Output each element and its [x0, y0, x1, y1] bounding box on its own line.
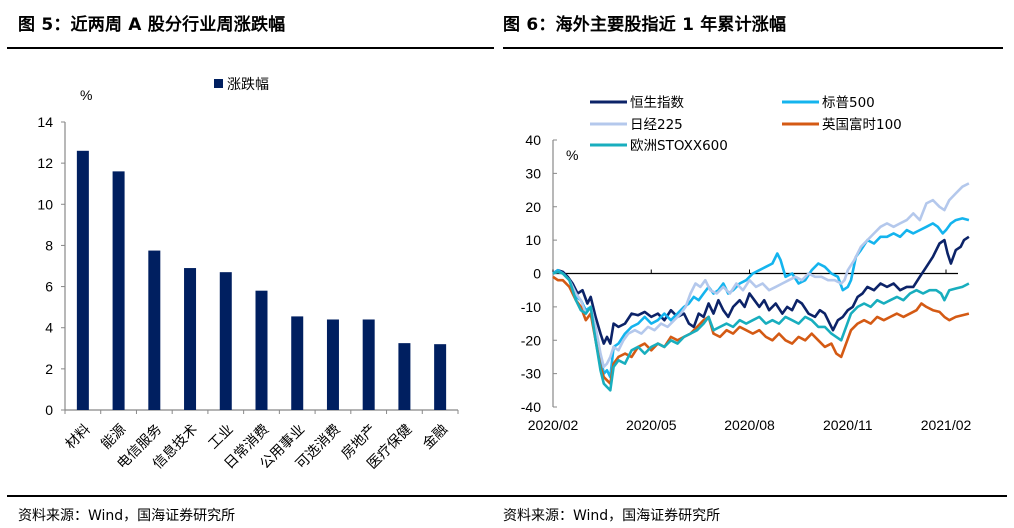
- legend-swatch: [214, 79, 223, 88]
- legend-label-2: 日经225: [630, 117, 683, 133]
- legend-label-0: 恒生指数: [630, 95, 684, 111]
- x-tick-label: 2020/02: [528, 417, 579, 433]
- y-tick-label: 20: [525, 199, 541, 215]
- bar-金融: [434, 344, 447, 410]
- bar-信息技术: [184, 268, 197, 410]
- y-tick-label: 40: [525, 132, 541, 148]
- y-tick-label: 8: [45, 237, 53, 253]
- bar-材料: [76, 150, 89, 411]
- y-tick-label: 12: [37, 155, 53, 171]
- figure-6-title: 图 6：海外主要股指近 1 年累计涨幅: [503, 15, 787, 35]
- figure-6-source: 资料来源：Wind，国海证券研究所: [503, 508, 721, 524]
- y-tick-label: -20: [521, 332, 541, 348]
- series-line-0: [552, 235, 970, 345]
- bar-医疗保健: [398, 343, 411, 410]
- legend-label-4: 欧洲STOXX600: [630, 138, 728, 154]
- bar-电信服务: [148, 250, 161, 410]
- series-line-1: [552, 217, 970, 379]
- y-tick-label: 2: [45, 361, 53, 377]
- title-rule-left: [7, 47, 494, 49]
- y-tick-label: 0: [533, 266, 541, 282]
- legend-label-3: 英国富时100: [822, 116, 902, 133]
- y-tick-label: 4: [45, 320, 53, 336]
- y-tick-label: 10: [525, 232, 541, 248]
- bar-公用事业: [291, 316, 304, 410]
- y-tick-label: 10: [37, 196, 53, 212]
- source-rule: [7, 495, 1007, 497]
- y-tick-label: 30: [525, 165, 541, 181]
- figure-5-title: 图 5：近两周 A 股分行业周涨跌幅: [18, 15, 286, 35]
- bar-工业: [219, 272, 232, 410]
- legend-label: 涨跌幅: [227, 77, 269, 93]
- bar-可选消费: [326, 319, 339, 410]
- bar-能源: [112, 171, 125, 410]
- y-tick-label: -10: [521, 299, 541, 315]
- title-rule-right: [503, 47, 1003, 49]
- y-tick-label: -40: [521, 399, 541, 415]
- series-line-4: [552, 270, 970, 392]
- y-tick-label: 14: [37, 114, 53, 130]
- y-tick-label: -30: [521, 366, 541, 382]
- y-unit-label: %: [80, 87, 92, 103]
- figure-5-source: 资料来源：Wind，国海证券研究所: [18, 508, 236, 524]
- bar-房地产: [362, 319, 375, 410]
- series-line-2: [552, 182, 970, 369]
- y-unit-label: %: [566, 147, 578, 163]
- x-tick-label: 2020/11: [823, 417, 873, 433]
- bar-日常消费: [255, 290, 268, 410]
- legend-label-1: 标普500: [822, 95, 875, 111]
- series-line-3: [552, 275, 970, 385]
- x-tick-label: 2020/05: [626, 417, 677, 433]
- line-chart: -40 -30 -20 -10 0 10 20 30 40% 2020/02 2020/05 2020…: [521, 95, 972, 433]
- y-tick-label: 6: [45, 279, 53, 295]
- y-tick-label: 0: [45, 402, 53, 418]
- x-tick-label: 2020/08: [724, 417, 775, 433]
- x-tick-label: 2021/02: [921, 417, 972, 433]
